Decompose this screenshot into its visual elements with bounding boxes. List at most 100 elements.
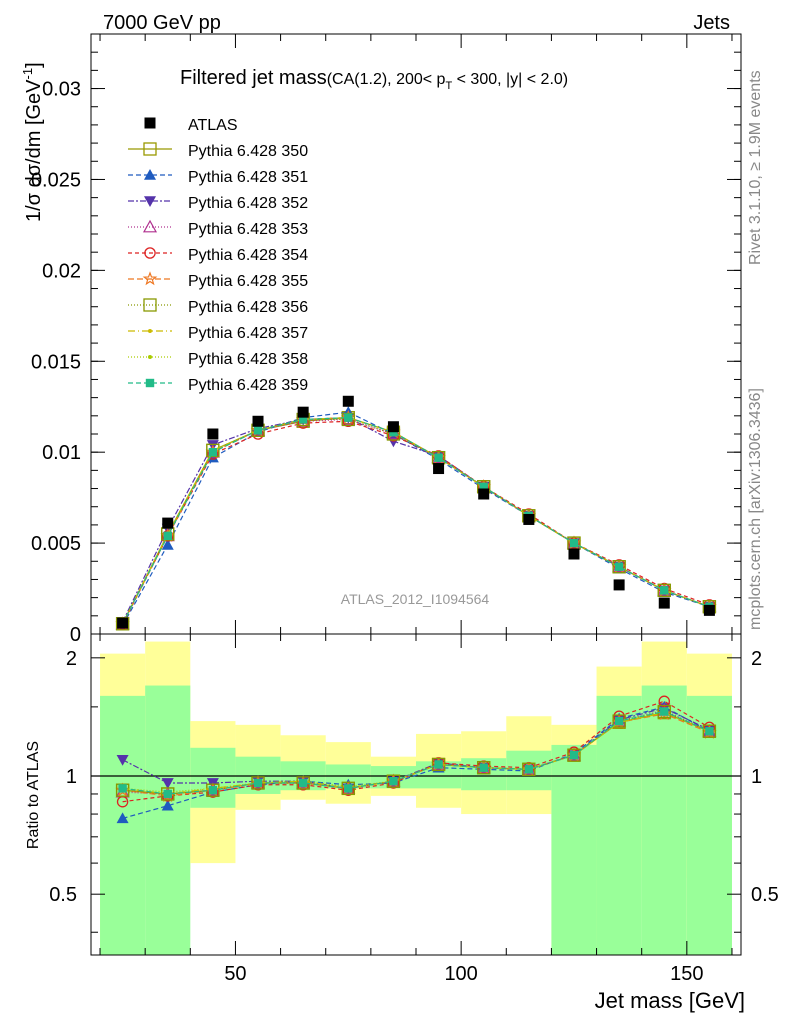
legend-marker-2	[144, 169, 156, 180]
ratio-ytick-label: 1	[66, 766, 77, 788]
main-series-point-2	[161, 538, 174, 550]
main-ytick-label: 0.02	[42, 260, 81, 282]
legend-marker-5	[144, 247, 156, 259]
title-sub-sub: T	[445, 80, 452, 92]
xtick-label: 150	[670, 963, 703, 985]
ratio-series-point-10	[660, 707, 669, 716]
legend-marker-8	[148, 329, 152, 333]
ratio-series-line-10	[122, 710, 710, 795]
ratio-band-inner	[100, 695, 146, 955]
ratio-series-line-9	[122, 712, 710, 793]
ratio-band-inner	[686, 695, 732, 955]
ratio-series-point-10	[208, 786, 218, 795]
legend-label-2: Pythia 6.428 351	[188, 169, 308, 186]
atlas-data-point	[342, 395, 354, 407]
atlas-data-point	[478, 488, 490, 500]
atlas-data-point	[252, 415, 264, 427]
analysis-watermark: ATLAS_2012_I1094564	[341, 591, 490, 607]
main-series-line-10	[122, 417, 710, 625]
ratio-ytick-label-right: 0.5	[751, 884, 779, 906]
legend-marker-3	[144, 196, 156, 207]
ratio-plot-area	[91, 641, 741, 955]
legend: ATLAS Pythia 6.428 350 Pythia 6.428 351 Pyt…	[128, 117, 308, 394]
atlas-data-point	[117, 617, 129, 629]
legend-label-8: Pythia 6.428 357	[188, 325, 308, 342]
main-ylabel-sup: -1	[20, 68, 35, 80]
main-series-point-10	[344, 413, 353, 422]
main-series-point-10	[163, 531, 172, 541]
legend-label-6: Pythia 6.428 355	[188, 273, 308, 290]
legend-marker-7	[143, 298, 157, 312]
ratio-axes: 0.5 0.5 1 1 2 2 50 100 150	[49, 634, 779, 985]
header-left: 7000 GeV pp	[103, 12, 221, 34]
legend-marker-1	[143, 142, 157, 156]
main-series-point-7	[612, 560, 626, 574]
legend-marker-10	[145, 378, 155, 388]
ratio-series-point-6	[656, 706, 672, 721]
ratio-series-point-10	[163, 789, 172, 799]
main-ytick-label: 0.01	[42, 442, 81, 464]
ratio-series-point-10	[344, 784, 353, 793]
main-series-line-2	[122, 411, 710, 626]
legend-label-atlas: ATLAS	[188, 117, 238, 134]
ratio-ylabel: Ratio to ATLAS	[25, 741, 42, 849]
atlas-data-point	[523, 513, 535, 525]
ratio-band-inner	[596, 695, 642, 955]
legend-label-5: Pythia 6.428 354	[188, 247, 308, 264]
header-right: Jets	[693, 12, 730, 34]
main-ylabel: 1/σ dσ/dm [GeV-1]	[20, 62, 45, 222]
ratio-series-point-7	[567, 748, 581, 762]
ratio-series-point-10	[298, 778, 308, 788]
main-panel: 0 0.005 0.01 0.015 0.02 0.025 0.03 Filtered je…	[20, 33, 742, 646]
ratio-series-point-10	[524, 765, 534, 774]
main-series-point-10	[614, 562, 624, 571]
title-main: Filtered jet mass	[180, 67, 327, 89]
main-series-line-5	[122, 420, 710, 625]
atlas-data-point	[703, 604, 715, 616]
ratio-series-point-10	[614, 716, 624, 726]
ratio-band-inner	[641, 685, 687, 955]
main-ylabel-text: 1/σ dσ/dm [GeV	[23, 79, 45, 222]
main-series-point-10	[660, 586, 669, 595]
ratio-ytick-label: 2	[66, 648, 77, 670]
legend-label-4: Pythia 6.428 353	[188, 221, 308, 238]
atlas-data-point	[568, 548, 580, 560]
ratio-series-point-3	[116, 754, 129, 766]
legend-label-7: Pythia 6.428 356	[188, 299, 308, 316]
xtick-label: 50	[224, 963, 246, 985]
ratio-series-point-10	[434, 760, 443, 769]
legend-label-9: Pythia 6.428 358	[188, 351, 308, 368]
main-series-point-10	[434, 453, 443, 462]
x-axis-label: Jet mass [GeV]	[595, 988, 745, 1013]
legend-marker-atlas	[144, 117, 156, 129]
atlas-data-point	[387, 421, 399, 433]
main-plot-area	[115, 395, 717, 631]
legend-label-10: Pythia 6.428 359	[188, 377, 308, 394]
ratio-series-point-10	[253, 778, 263, 788]
main-ytick-label: 0.03	[42, 79, 81, 101]
ratio-ytick-label-right: 1	[751, 766, 762, 788]
ratio-band-inner	[551, 744, 597, 955]
ratio-series-point-10	[705, 727, 714, 736]
main-series-point-10	[208, 447, 218, 457]
atlas-data-point	[433, 463, 445, 475]
main-ytick-label: 0.025	[31, 169, 81, 191]
main-title: Filtered jet mass(CA(1.2), 200< pT < 300…	[180, 67, 568, 92]
ratio-ytick-label: 0.5	[49, 884, 77, 906]
atlas-data-point	[207, 428, 219, 440]
legend-label-3: Pythia 6.428 352	[188, 195, 308, 212]
main-series-point-10	[479, 482, 488, 491]
main-series-point-10	[253, 426, 263, 435]
legend-label-1: Pythia 6.428 350	[188, 143, 308, 160]
ratio-series-point-7	[522, 762, 536, 776]
main-ytick-label: 0.015	[31, 351, 81, 373]
ratio-band-inner	[145, 685, 191, 955]
main-axes: 0 0.005 0.01 0.015 0.02 0.025 0.03	[31, 33, 741, 646]
title-sub-tail: < 300, |y| < 2.0)	[452, 71, 568, 88]
rivet-label: Rivet 3.1.10, ≥ 1.9M events	[747, 70, 764, 265]
ratio-series-point-10	[479, 763, 488, 772]
legend-marker-6	[142, 271, 158, 286]
ratio-series-point-7	[296, 776, 310, 790]
ratio-series-point-2	[116, 812, 129, 824]
